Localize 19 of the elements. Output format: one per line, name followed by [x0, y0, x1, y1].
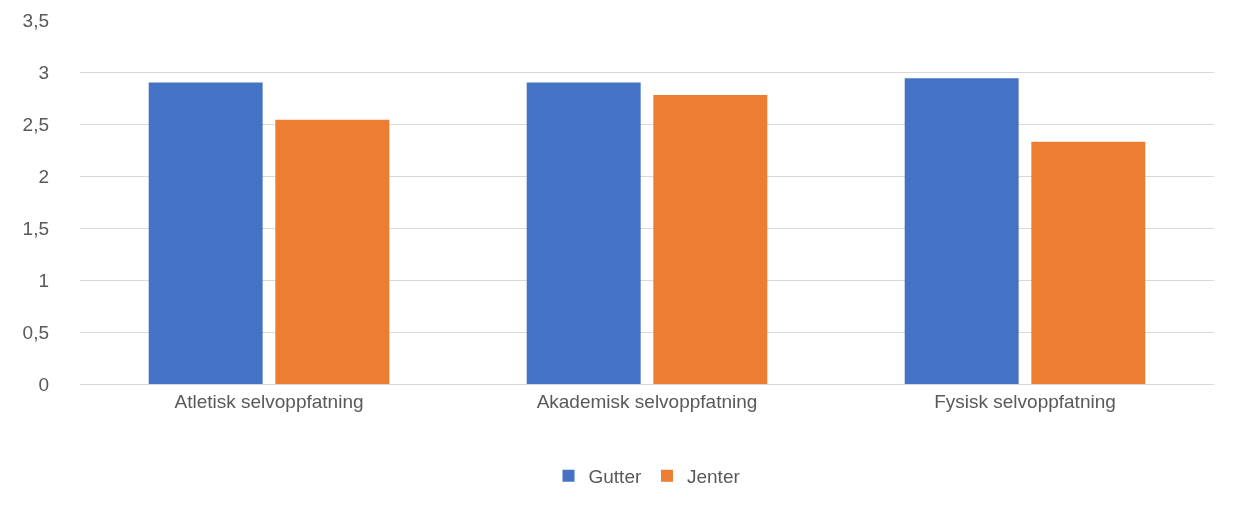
- bar: [148, 82, 263, 384]
- legend-label: Gutter: [588, 466, 642, 488]
- y-tick-label: 0,5: [22, 321, 49, 343]
- y-tick-label: 1: [38, 269, 49, 291]
- bar: [904, 78, 1019, 384]
- legend-label: Jenter: [686, 466, 741, 488]
- bar: [1031, 141, 1146, 384]
- bar: [275, 119, 390, 384]
- y-tick-label: 1,5: [22, 217, 49, 239]
- x-tick-label: Akademisk selvoppfatning: [536, 390, 758, 412]
- y-tick-label: 3,5: [22, 9, 49, 31]
- y-tick-label: 0: [38, 373, 49, 395]
- bar: [526, 82, 641, 384]
- y-tick-label: 2: [38, 165, 49, 187]
- y-tick-label: 2,5: [22, 113, 49, 135]
- y-tick-label: 3: [38, 61, 49, 83]
- bar: [653, 94, 768, 384]
- x-tick-label: Fysisk selvoppfatning: [934, 390, 1116, 412]
- x-tick-label: Atletisk selvoppfatning: [174, 390, 364, 412]
